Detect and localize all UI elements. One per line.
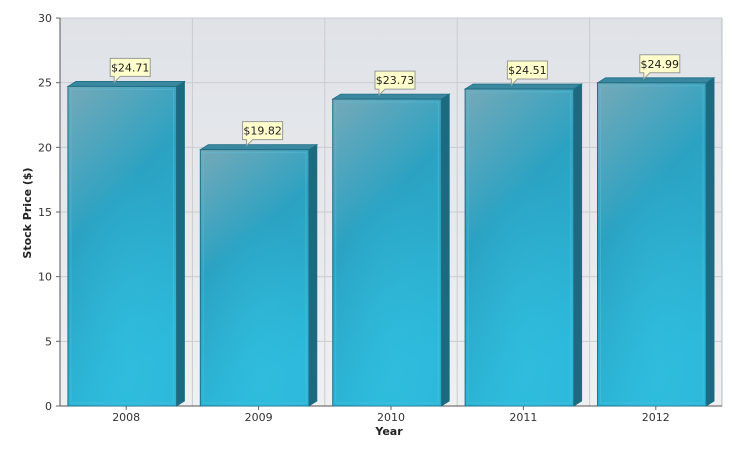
data-label-2012: $24.99 — [639, 54, 681, 81]
x-tick-label: 2010 — [377, 411, 405, 424]
bar-top — [596, 77, 716, 84]
bar-glow — [597, 82, 707, 407]
data-label-text: $24.51 — [508, 64, 547, 77]
bar-2011 — [463, 83, 584, 407]
bar-2008 — [66, 80, 186, 407]
bar-bevel — [335, 101, 439, 404]
bar-glow — [67, 86, 177, 407]
data-label-box — [374, 70, 416, 97]
bar-2009 — [198, 143, 319, 407]
x-axis-title: Year — [374, 425, 403, 438]
data-label-box — [639, 54, 681, 81]
data-label-box — [109, 57, 151, 84]
y-tick-label: 25 — [38, 77, 52, 90]
bar-top — [463, 83, 584, 90]
data-label-2008: $24.71 — [109, 57, 151, 84]
bar-bevel — [467, 91, 572, 404]
y-tick-label: 30 — [38, 12, 52, 25]
y-tick-label: 10 — [38, 271, 52, 284]
data-label-text: $23.73 — [376, 74, 415, 87]
data-label-text: $19.82 — [243, 125, 282, 138]
bar-top — [66, 81, 186, 87]
x-tick-label: 2008 — [112, 411, 140, 424]
bar-side — [308, 143, 318, 407]
bar-2010 — [331, 93, 451, 407]
bar-bevel — [202, 152, 307, 404]
y-tick-label: 20 — [38, 141, 52, 154]
bar-side — [573, 83, 583, 407]
bar-side — [176, 80, 185, 407]
bar-glow — [465, 89, 574, 406]
data-label-box — [242, 121, 284, 147]
data-label-text: $24.71 — [111, 61, 150, 74]
bar-side — [440, 93, 450, 407]
y-axis-title: Stock Price ($) — [21, 167, 34, 258]
x-tick-label: 2012 — [642, 411, 670, 424]
bar-2012 — [596, 77, 716, 407]
bar-bevel — [70, 88, 174, 404]
bar-glow — [200, 149, 309, 407]
x-tick-label: 2009 — [245, 411, 273, 424]
bar-side — [705, 77, 715, 407]
bar-top — [198, 144, 319, 151]
y-tick-label: 5 — [45, 335, 52, 348]
y-tick-label: 15 — [38, 206, 52, 219]
data-label-2010: $23.73 — [374, 70, 416, 97]
bar-glow — [332, 99, 442, 406]
bar-bevel — [600, 85, 704, 404]
bar-top — [331, 93, 451, 100]
data-label-2011: $24.51 — [506, 60, 548, 87]
x-tick-label: 2011 — [509, 411, 537, 424]
y-tick-label: 0 — [45, 400, 52, 413]
data-label-box — [506, 60, 548, 87]
data-label-2009: $19.82 — [242, 121, 284, 147]
data-label-text: $24.99 — [641, 58, 680, 71]
